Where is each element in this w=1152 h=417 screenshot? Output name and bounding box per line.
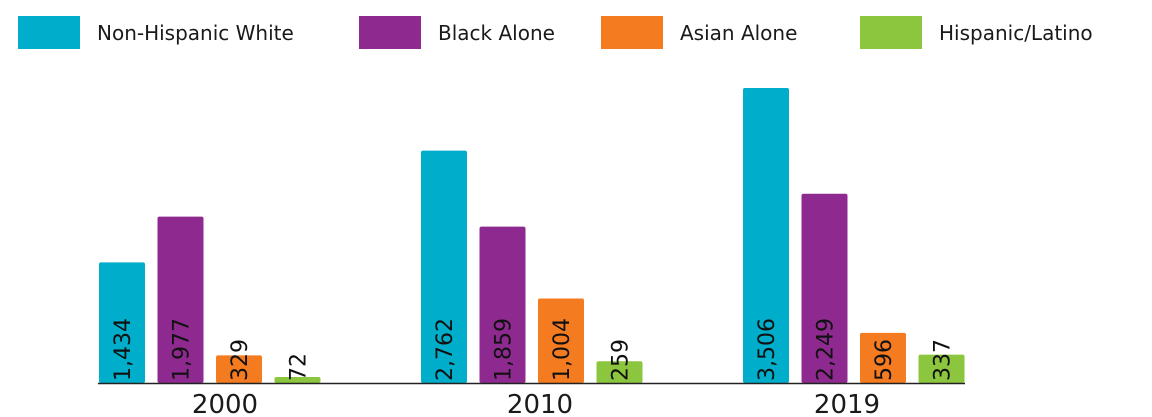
bar-black-alone-2010 [479,226,526,383]
legend-swatch-asian-alone [601,16,663,49]
bar-non-hispanic-white-2000 [99,262,145,383]
data-label-asian-alone-2010: 1,004 [550,318,575,381]
legend-swatch-non-hispanic-white [18,16,80,49]
bar-hispanic-latino-2010 [596,361,643,383]
data-label-asian-alone-2000: 329 [228,339,253,381]
x-tick-label-2010: 2010 [507,390,573,417]
bar-hispanic-latino-2019 [918,354,965,383]
legend-label-non-hispanic-white: Non-Hispanic White [97,21,294,45]
data-label-hispanic-latino-2000: 72 [287,353,312,381]
bar-black-alone-2019 [801,193,848,383]
data-label-non-hispanic-white-2019: 3,506 [755,318,780,381]
bar-non-hispanic-white-2010 [421,150,467,383]
bar-asian-alone-2000 [216,355,262,383]
legend-swatch-black-alone [359,16,421,49]
legend-swatch-hispanic-latino [860,16,922,49]
data-label-hispanic-latino-2010: 259 [609,339,634,381]
data-label-black-alone-2019: 2,249 [814,318,839,381]
legend: Non-Hispanic White Black Alone Asian Alone… [18,16,1093,49]
bars: 1,434 1,977 329 72 2,762 1,859 1,004 259 3,506 2,… [99,88,965,383]
data-label-black-alone-2000: 1,977 [170,318,195,381]
x-tick-label-2019: 2019 [814,390,880,417]
x-tick-labels: 2000 2010 2019 [192,390,880,417]
bar-black-alone-2000 [157,216,204,383]
data-label-hispanic-latino-2019: 337 [931,339,956,381]
bar-asian-alone-2010 [538,298,584,383]
x-tick-label-2000: 2000 [192,390,258,417]
data-label-asian-alone-2019: 596 [872,339,897,381]
data-label-non-hispanic-white-2010: 2,762 [433,318,458,381]
bar-asian-alone-2019 [860,332,906,383]
data-label-non-hispanic-white-2000: 1,434 [111,318,136,381]
bar-non-hispanic-white-2019 [743,88,789,383]
legend-label-asian-alone: Asian Alone [680,21,797,45]
data-label-black-alone-2010: 1,859 [492,318,517,381]
legend-label-black-alone: Black Alone [438,21,555,45]
legend-label-hispanic-latino: Hispanic/Latino [939,21,1093,45]
bar-hispanic-latino-2000 [274,376,321,383]
